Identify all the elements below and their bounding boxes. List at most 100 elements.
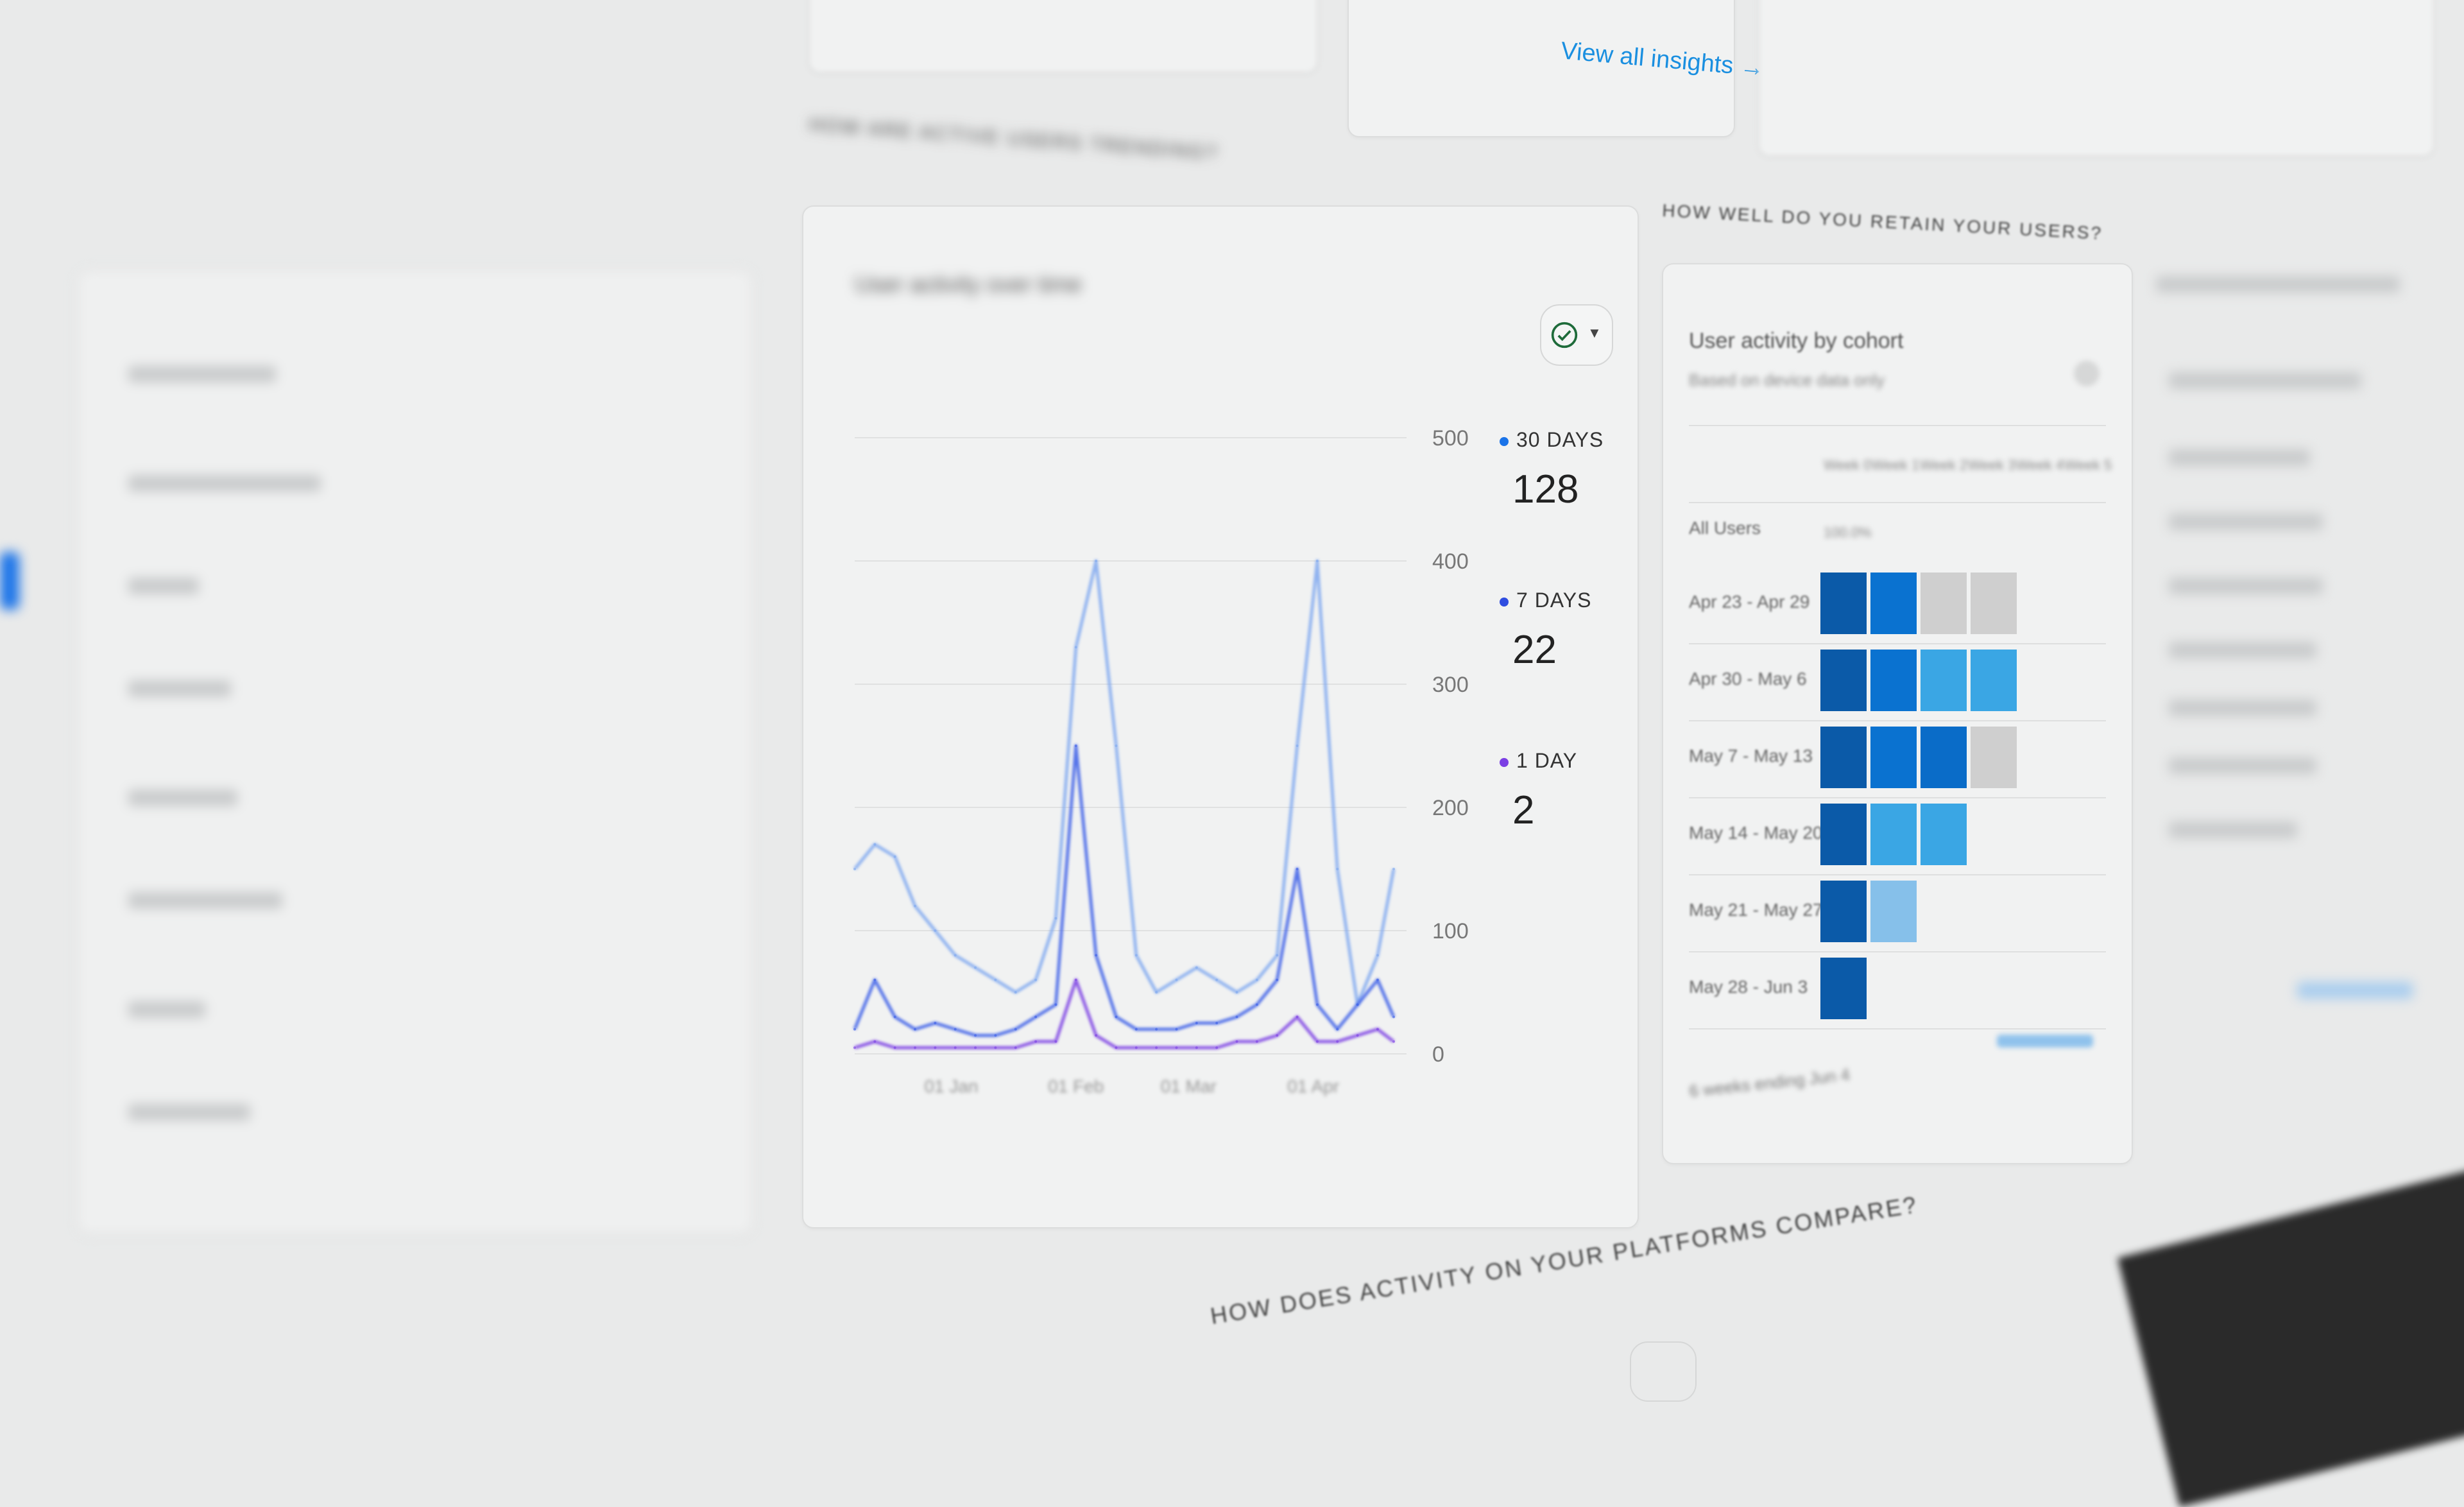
list-item[interactable] [128, 1001, 205, 1018]
data-point [1392, 868, 1395, 870]
retention-card-subtitle: Based on device data only [1689, 370, 1885, 390]
view-cohorts-link[interactable] [1997, 1035, 2093, 1047]
insight-card: View all insights → [1348, 0, 1765, 137]
data-point [1155, 1028, 1158, 1031]
more-icon[interactable] [2074, 361, 2100, 386]
cohort-cell[interactable] [1870, 881, 1917, 942]
cohort-cell[interactable] [1921, 573, 1967, 634]
data-point [1054, 917, 1057, 920]
data-point [974, 966, 977, 969]
list-item[interactable] [2169, 822, 2297, 838]
cohort-cell[interactable] [1921, 727, 1967, 788]
data-point [1115, 1015, 1118, 1019]
trending-section-title: HOW ARE ACTIVE USERS TRENDING? [808, 114, 1219, 164]
left-panel [0, 0, 776, 1386]
cohort-cell[interactable] [1870, 573, 1917, 634]
data-point [1074, 745, 1077, 747]
list-item[interactable] [2169, 642, 2316, 659]
data-point [1054, 1040, 1057, 1043]
cohort-column-header: Week 2 [1920, 457, 1968, 473]
y-tick-label: 100 [1432, 919, 1469, 943]
data-point [893, 1046, 896, 1049]
data-point [1356, 1003, 1359, 1006]
list-item[interactable] [2169, 578, 2323, 594]
view-all-insights-link[interactable]: View all insights → [1560, 37, 1766, 83]
list-item[interactable] [2169, 449, 2310, 466]
cohort-cell[interactable] [1971, 727, 2017, 788]
list-item[interactable] [128, 475, 321, 492]
data-point [1195, 966, 1198, 969]
data-point [1134, 954, 1138, 957]
list-item[interactable] [128, 789, 237, 806]
cohort-column-header: Week 4 [2016, 457, 2064, 473]
right-panel [2143, 244, 2451, 1130]
divider [1689, 874, 2106, 875]
retention-section-title: HOW WELL DO YOU RETAIN YOUR USERS? [1661, 200, 2103, 243]
list-item[interactable] [2156, 276, 2400, 293]
data-point [1315, 1040, 1319, 1043]
data-point [1392, 1040, 1395, 1043]
data-point [1134, 1028, 1138, 1031]
list-item[interactable] [2169, 513, 2323, 530]
cohort-column-header: Week 5 [2064, 457, 2112, 473]
divider [1689, 797, 2106, 798]
list-item[interactable] [2169, 372, 2361, 389]
data-point [853, 1046, 856, 1049]
cohort-row-label: May 21 - May 27 [1689, 900, 1823, 920]
data-point [1095, 954, 1098, 957]
retention-card: User activity by cohort Based on device … [1662, 263, 2133, 1164]
cohort-cell[interactable] [1820, 804, 1867, 865]
data-point [974, 1034, 977, 1037]
data-point [1014, 1046, 1017, 1049]
cohort-cell[interactable] [1870, 727, 1917, 788]
data-point [914, 1028, 917, 1031]
all-users-week0-value: 100.0% [1824, 524, 1872, 540]
cohort-cell[interactable] [1921, 650, 1967, 711]
list-item[interactable] [128, 578, 199, 594]
list-item[interactable] [128, 1104, 250, 1121]
legend-value: 22 [1512, 628, 1557, 672]
platforms-compare-button[interactable] [1630, 1341, 1697, 1402]
data-point [1255, 1003, 1258, 1006]
data-point [994, 978, 997, 981]
cohort-cell[interactable] [1820, 958, 1867, 1019]
data-point [1054, 1003, 1057, 1006]
cohort-cell[interactable] [1971, 573, 2017, 634]
cohort-cell[interactable] [1820, 881, 1867, 942]
list-item[interactable] [128, 366, 276, 383]
divider [1689, 1028, 2106, 1029]
data-point [1276, 1034, 1279, 1037]
cohort-cell[interactable] [1921, 804, 1967, 865]
list-item[interactable] [128, 892, 282, 909]
cohort-cell[interactable] [1870, 804, 1917, 865]
data-point [1296, 868, 1299, 870]
data-point [893, 1015, 896, 1019]
cohort-cell[interactable] [1870, 650, 1917, 711]
data-point [914, 904, 917, 908]
series-line-7-days [853, 744, 1396, 1037]
cohort-cell[interactable] [1820, 650, 1867, 711]
retention-footer: 6 weeks ending Jun 4 [1688, 1064, 1851, 1101]
data-point [1376, 954, 1379, 957]
list-item[interactable] [2169, 757, 2316, 774]
nav-indicator [0, 552, 19, 610]
cohort-cell[interactable] [1820, 727, 1867, 788]
cohort-cell[interactable] [1820, 573, 1867, 634]
cohort-cell[interactable] [1971, 650, 2017, 711]
data-point [1255, 978, 1258, 981]
x-tick-label: 01 Jan [924, 1076, 978, 1096]
list-item[interactable] [2169, 700, 2316, 716]
list-item[interactable] [128, 680, 231, 697]
data-point [873, 978, 877, 981]
data-point [1175, 1046, 1178, 1049]
compare-button[interactable]: ▼ [1540, 304, 1613, 366]
data-point [1134, 1046, 1138, 1049]
data-point [1014, 1028, 1017, 1031]
right-panel-link[interactable] [2297, 982, 2413, 999]
data-point [1155, 991, 1158, 994]
cohort-row-label: Apr 23 - Apr 29 [1689, 592, 1810, 612]
data-point [1074, 646, 1077, 649]
data-point [1034, 1040, 1038, 1043]
data-point [1315, 560, 1319, 562]
legend-value: 2 [1512, 788, 1535, 832]
